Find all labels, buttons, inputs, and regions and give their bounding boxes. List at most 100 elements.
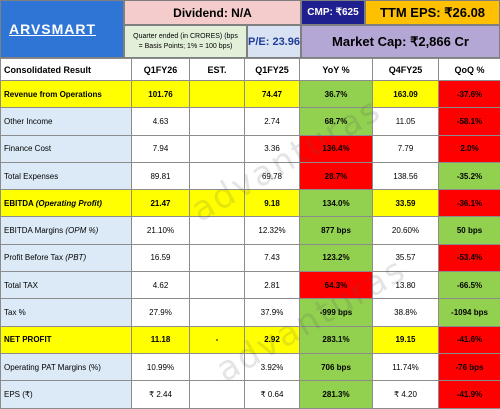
cell-q1fy26: ₹ 2.44 (132, 381, 190, 408)
cell-q1fy26: 21.47 (132, 190, 190, 217)
cell-qoq: -1094 bps (439, 299, 500, 326)
column-header-yoy: YoY % (300, 59, 373, 81)
cell-est (190, 162, 245, 189)
cell-yoy: 706 bps (300, 353, 373, 380)
row-label: Total Expenses (1, 162, 132, 189)
cell-est (190, 381, 245, 408)
cell-q1fy25: 2.74 (245, 108, 300, 135)
cell-est (190, 135, 245, 162)
cell-qoq: -35.2% (439, 162, 500, 189)
column-header-result: Consolidated Result (1, 59, 132, 81)
cell-q1fy26: 4.62 (132, 272, 190, 299)
row-label: EBITDA Margins (OPM %) (1, 217, 132, 244)
row-label: Tax % (1, 299, 132, 326)
column-header-q1fy26: Q1FY26 (132, 59, 190, 81)
cell-yoy: 877 bps (300, 217, 373, 244)
row-label: EPS (₹) (1, 381, 132, 408)
ttm-eps-cell: TTM EPS: ₹26.08 (365, 0, 500, 25)
cell-q1fy25: 74.47 (245, 81, 300, 108)
cell-est (190, 353, 245, 380)
table-header-row: Consolidated Result Q1FY26 EST. Q1FY25 Y… (1, 59, 500, 81)
row-label: Profit Before Tax (PBT) (1, 244, 132, 271)
cell-q1fy26: 7.94 (132, 135, 190, 162)
units-note-line-1: Quarter ended (in CRORES) (bps (133, 32, 238, 42)
cell-yoy: 283.1% (300, 326, 373, 353)
cell-qoq: 50 bps (439, 217, 500, 244)
cell-qoq: -41.6% (439, 326, 500, 353)
cell-q1fy25: 2.92 (245, 326, 300, 353)
cell-qoq: -76 bps (439, 353, 500, 380)
cell-q1fy26: 101.76 (132, 81, 190, 108)
row-label: Finance Cost (1, 135, 132, 162)
cell-yoy: -999 bps (300, 299, 373, 326)
cell-q1fy25: 9.18 (245, 190, 300, 217)
cell-q1fy25: 12.32% (245, 217, 300, 244)
cell-q1fy26: 11.18 (132, 326, 190, 353)
cell-est (190, 81, 245, 108)
row-label: Revenue from Operations (1, 81, 132, 108)
cell-qoq: -37.6% (439, 81, 500, 108)
cell-qoq: 2.0% (439, 135, 500, 162)
cell-q4fy25: 38.8% (373, 299, 439, 326)
cell-q4fy25: 20.60% (373, 217, 439, 244)
brand-logo: ARVSMART (0, 0, 124, 58)
cell-q1fy25: ₹ 0.64 (245, 381, 300, 408)
cell-q1fy26: 21.10% (132, 217, 190, 244)
cell-q4fy25: 138.56 (373, 162, 439, 189)
cell-q1fy26: 89.81 (132, 162, 190, 189)
market-cap-cell: Market Cap: ₹2,866 Cr (301, 25, 500, 58)
column-header-q4fy25: Q4FY25 (373, 59, 439, 81)
cell-q4fy25: 11.74% (373, 353, 439, 380)
cell-est (190, 217, 245, 244)
cell-est (190, 108, 245, 135)
cell-qoq: -58.1% (439, 108, 500, 135)
cell-q4fy25: ₹ 4.20 (373, 381, 439, 408)
cell-est: - (190, 326, 245, 353)
cell-qoq: -36.1% (439, 190, 500, 217)
cell-q1fy25: 3.36 (245, 135, 300, 162)
cell-yoy: 64.3% (300, 272, 373, 299)
cell-est (190, 244, 245, 271)
cell-q1fy25: 69.78 (245, 162, 300, 189)
cell-q1fy26: 16.59 (132, 244, 190, 271)
cell-qoq: -66.5% (439, 272, 500, 299)
cell-est (190, 190, 245, 217)
cell-qoq: -41.9% (439, 381, 500, 408)
cell-yoy: 28.7% (300, 162, 373, 189)
cell-yoy: 136.4% (300, 135, 373, 162)
cell-qoq: -53.4% (439, 244, 500, 271)
column-header-est: EST. (190, 59, 245, 81)
cell-q1fy26: 27.9% (132, 299, 190, 326)
cell-q4fy25: 13.80 (373, 272, 439, 299)
units-note: Quarter ended (in CRORES) (bps = Basis P… (124, 25, 247, 58)
units-note-line-2: = Basis Points; 1% = 100 bps) (139, 42, 233, 52)
dividend-cell: Dividend: N/A (124, 0, 301, 25)
table-row: EBITDA Margins (OPM %)21.10% 12.32%877 bp… (1, 217, 500, 244)
cell-q4fy25: 19.15 (373, 326, 439, 353)
results-table: Consolidated Result Q1FY26 EST. Q1FY25 Y… (0, 58, 500, 409)
column-header-qoq: QoQ % (439, 59, 500, 81)
pe-ratio-cell: P/E: 23.96 (247, 25, 301, 58)
cell-q1fy26: 4.63 (132, 108, 190, 135)
row-label-qualifier: (OPM %) (65, 226, 98, 235)
cell-q1fy25: 7.43 (245, 244, 300, 271)
cell-q4fy25: 163.09 (373, 81, 439, 108)
cell-est (190, 299, 245, 326)
cell-yoy: 36.7% (300, 81, 373, 108)
cell-q4fy25: 11.05 (373, 108, 439, 135)
cell-q1fy25: 37.9% (245, 299, 300, 326)
cell-q1fy25: 3.92% (245, 353, 300, 380)
cell-yoy: 68.7% (300, 108, 373, 135)
column-header-q1fy25: Q1FY25 (245, 59, 300, 81)
row-label: Total TAX (1, 272, 132, 299)
cell-q4fy25: 35.57 (373, 244, 439, 271)
cell-q4fy25: 7.79 (373, 135, 439, 162)
cell-yoy: 123.2% (300, 244, 373, 271)
cell-q1fy25: 2.81 (245, 272, 300, 299)
